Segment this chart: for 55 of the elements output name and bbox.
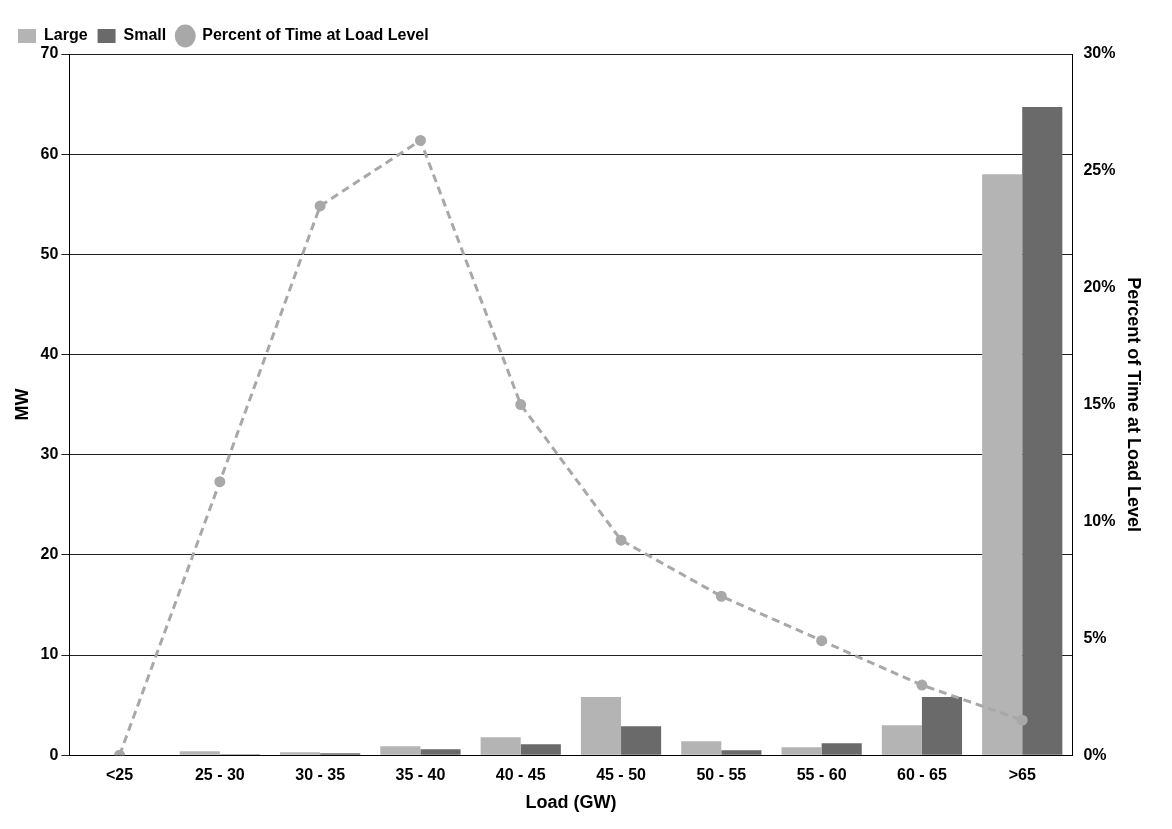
x-tick-label: 55 - 60	[796, 766, 847, 784]
bar	[280, 752, 321, 755]
y-tick-label: 50	[40, 244, 59, 262]
y-tick-label: 30	[40, 445, 59, 463]
y-tick-label: 70	[40, 44, 59, 62]
point	[615, 534, 627, 546]
x-axis-title: Load (GW)	[525, 792, 617, 813]
legend-label: Large	[44, 26, 88, 44]
bar	[621, 726, 662, 755]
legend-label: Small	[123, 26, 167, 44]
y-tick-label: 0	[49, 745, 59, 763]
y2-tick-label: 10%	[1083, 511, 1116, 529]
bar	[781, 747, 822, 755]
x-tick-label: 30 - 35	[295, 766, 346, 784]
y-tick-label: 10	[40, 645, 59, 663]
bar	[480, 737, 521, 755]
y-tick-label: 20	[40, 545, 59, 563]
y2-tick-label: 30%	[1083, 44, 1116, 62]
y2-axis-title: Percent of Time at Load Level	[1124, 277, 1145, 532]
point	[816, 635, 828, 647]
point	[715, 590, 727, 602]
y2-tick-label: 15%	[1083, 395, 1116, 413]
point	[214, 476, 226, 488]
point	[1016, 714, 1028, 726]
point	[916, 679, 928, 691]
bar	[821, 743, 862, 755]
x-tick-label: >65	[1008, 766, 1036, 784]
bar	[580, 697, 622, 755]
bar	[921, 697, 963, 755]
x-tick-label: 25 - 30	[194, 766, 245, 784]
x-tick-label: 40 - 45	[495, 766, 546, 784]
x-tick-label: 60 - 65	[897, 766, 947, 784]
y2-tick-label: 25%	[1083, 161, 1116, 179]
point	[515, 399, 527, 411]
bar	[681, 741, 722, 755]
y2-tick-label: 20%	[1083, 278, 1116, 296]
point	[314, 200, 326, 212]
bar	[380, 746, 421, 755]
y2-tick-label: 0%	[1083, 745, 1107, 763]
x-tick-label: <25	[105, 766, 134, 784]
x-tick-label: 35 - 40	[395, 766, 446, 784]
x-tick-label: 50 - 55	[696, 766, 747, 784]
bar	[721, 750, 762, 755]
bar	[420, 749, 461, 755]
y-tick-label: 40	[40, 344, 59, 362]
y-axis-title: MW	[11, 388, 32, 421]
x-tick-label: 45 - 50	[596, 766, 647, 784]
bar	[881, 725, 922, 755]
bar	[1022, 107, 1063, 755]
legend-label: Percent of Time at Load Level	[202, 26, 429, 44]
y-tick-label: 60	[40, 144, 59, 162]
bar	[179, 751, 220, 755]
point	[414, 134, 426, 146]
y2-tick-label: 5%	[1083, 628, 1107, 646]
bar	[520, 744, 561, 755]
